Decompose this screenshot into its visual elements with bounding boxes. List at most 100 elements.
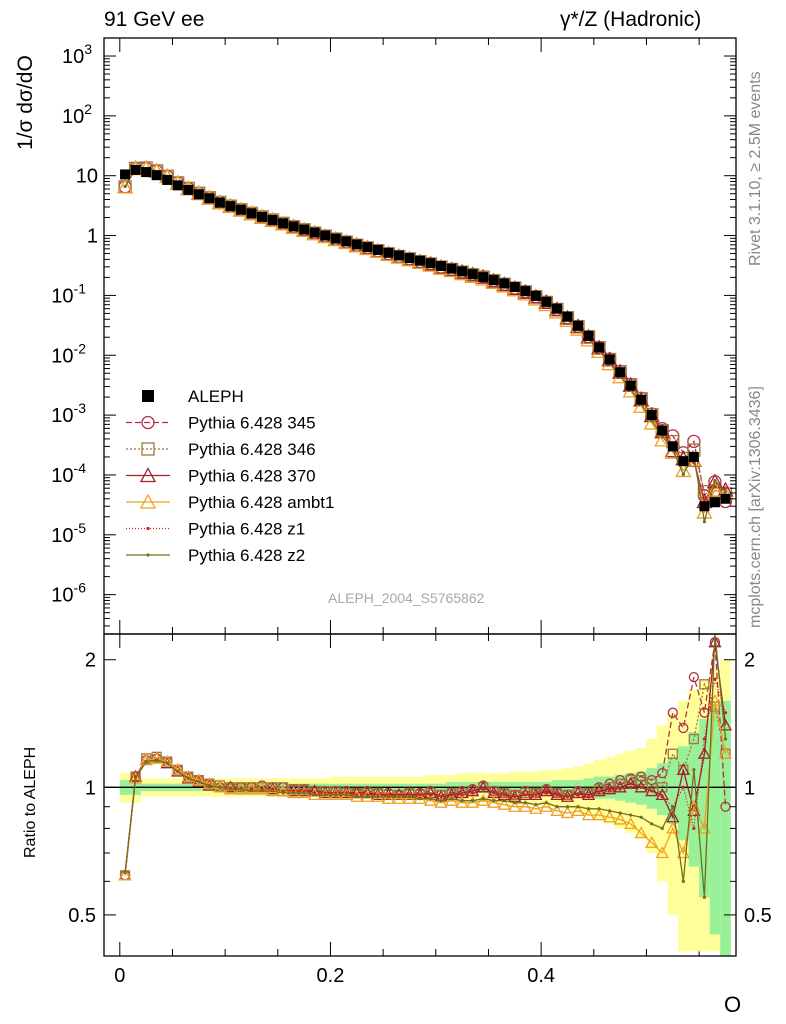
ratio-point xyxy=(265,782,280,795)
y-tick-label: 10-6 xyxy=(51,580,86,607)
ratio-point xyxy=(487,795,501,808)
aleph-data-point xyxy=(151,170,162,181)
ratio-point xyxy=(450,797,454,801)
main-series-line xyxy=(124,167,726,515)
aleph-data-point xyxy=(573,320,583,331)
ratio-point xyxy=(657,782,668,793)
legend-label: Pythia 6.428 z1 xyxy=(188,520,305,539)
ratio-point xyxy=(550,787,564,800)
ratio-point xyxy=(460,799,464,803)
aleph-data-point xyxy=(193,189,204,200)
ratio-point xyxy=(329,786,343,799)
main-point xyxy=(116,178,134,194)
ratio-point xyxy=(334,793,338,797)
ratio-point xyxy=(513,795,517,799)
ratio-point xyxy=(445,793,459,806)
ratio-y-tick-label: 2 xyxy=(85,650,96,672)
aleph-data-point xyxy=(299,224,310,235)
legend-marker-aleph xyxy=(142,390,154,402)
ratio-point xyxy=(466,784,480,797)
ratio-band-inner xyxy=(699,718,710,898)
ratio-point xyxy=(202,776,216,789)
ratio-point xyxy=(529,801,543,814)
ratio-point xyxy=(292,791,296,795)
rivet-note: Rivet 3.1.10, ≥ 2.5M events xyxy=(747,71,764,266)
ratio-point xyxy=(260,789,264,793)
legend-label: ALEPH xyxy=(188,387,244,406)
aleph-data-point xyxy=(657,425,668,436)
right-title: γ*/Z (Hadronic) xyxy=(560,8,702,31)
ratio-point xyxy=(513,801,517,805)
ratio-band-inner xyxy=(688,732,700,867)
ratio-point xyxy=(476,793,490,806)
ratio-point xyxy=(699,679,710,690)
ratio-point xyxy=(144,759,148,764)
ratio-point xyxy=(471,799,475,803)
aleph-data-point xyxy=(341,236,352,247)
ratio-point xyxy=(466,795,480,808)
ratio-point xyxy=(508,799,522,812)
aleph-data-point xyxy=(372,244,383,255)
ratio-point xyxy=(718,746,733,759)
ratio-point xyxy=(186,776,190,780)
aleph-data-point xyxy=(351,239,362,250)
aleph-data-point xyxy=(415,255,425,266)
aleph-data-point xyxy=(183,184,194,195)
aleph-data-point xyxy=(467,269,478,280)
ratio-point xyxy=(608,809,612,813)
aleph-data-point xyxy=(520,286,531,297)
ratio-series-line xyxy=(124,682,727,876)
y-tick-label: 10-4 xyxy=(51,460,86,487)
ratio-point xyxy=(713,677,717,681)
ratio-band-inner xyxy=(678,746,689,841)
x-tick-label: 0 xyxy=(114,965,125,987)
ratio-y-tick-label: 0.5 xyxy=(68,905,96,927)
ratio-point xyxy=(270,789,275,793)
ratio-point xyxy=(645,835,659,848)
aleph-data-point xyxy=(615,367,626,378)
main-point xyxy=(702,520,707,524)
ratio-point xyxy=(313,793,317,797)
source-note: mcplots.cern.ch [arXiv:1306.3436] xyxy=(747,386,764,628)
ratio-band-inner xyxy=(720,700,731,956)
y-tick-label: 10 xyxy=(76,166,98,188)
ratio-point xyxy=(523,801,527,805)
aleph-data-point xyxy=(646,410,657,421)
ratio-point xyxy=(518,787,532,800)
ratio-point xyxy=(418,797,422,801)
ratio-point xyxy=(581,808,596,821)
ratio-point xyxy=(434,795,448,808)
ratio-point xyxy=(249,789,254,793)
aleph-data-point xyxy=(214,197,225,208)
aleph-data-point xyxy=(688,451,699,462)
ratio-point xyxy=(576,793,580,797)
ratio-point xyxy=(197,780,201,784)
aleph-data-point xyxy=(362,242,373,253)
ratio-point xyxy=(386,795,390,799)
aleph-data-point xyxy=(309,227,320,238)
aleph-data-point xyxy=(551,303,562,314)
y-tick-label: 10-2 xyxy=(51,340,86,367)
ratio-point xyxy=(625,774,636,786)
legend-marker xyxy=(146,526,150,531)
ratio-point xyxy=(492,791,496,795)
ratio-point xyxy=(639,785,643,789)
aleph-data-point xyxy=(225,201,236,212)
y-tick-label: 103 xyxy=(62,41,92,68)
aleph-data-point xyxy=(267,214,278,225)
y-tick-label: 10-3 xyxy=(51,400,86,427)
ratio-point xyxy=(650,822,654,826)
ratio-point xyxy=(603,782,617,795)
ratio-series-line xyxy=(124,633,727,898)
ratio-point xyxy=(344,793,348,797)
ratio-point xyxy=(571,804,585,817)
ratio-point xyxy=(586,807,591,811)
ratio-point xyxy=(723,711,728,715)
aleph-data-point xyxy=(583,330,594,341)
ratio-point xyxy=(134,776,138,780)
ratio-point xyxy=(381,791,395,804)
ratio-point xyxy=(720,801,731,812)
ratio-point xyxy=(402,791,417,804)
main-panel: 10-6 10-5 10-4 10-3 10-2 10-1 1 10 102 103 ALEPH Py… xyxy=(51,37,737,956)
aleph-data-point xyxy=(678,456,689,467)
